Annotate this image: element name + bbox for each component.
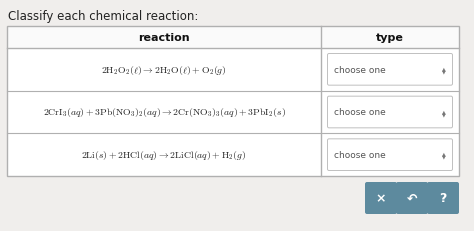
Text: ▲: ▲	[442, 66, 446, 71]
FancyBboxPatch shape	[328, 97, 453, 128]
Text: ▼: ▼	[442, 112, 446, 116]
Text: ×: ×	[376, 192, 386, 205]
FancyBboxPatch shape	[328, 139, 453, 171]
Text: ▲: ▲	[442, 151, 446, 156]
FancyBboxPatch shape	[365, 182, 397, 214]
Text: ▼: ▼	[442, 69, 446, 74]
Text: ▲: ▲	[442, 109, 446, 113]
FancyBboxPatch shape	[427, 182, 459, 214]
Text: $2\mathrm{H}_2\mathrm{O}_2(\ell) \rightarrow 2\mathrm{H}_2\mathrm{O}(\ell) + \ma: $2\mathrm{H}_2\mathrm{O}_2(\ell) \righta…	[101, 64, 227, 76]
FancyBboxPatch shape	[396, 182, 428, 214]
Bar	[7, 27, 459, 49]
Text: $2\mathrm{CrI}_3(aq) + 3\mathrm{Pb}(\mathrm{NO}_3)_2(aq) \rightarrow 2\mathrm{Cr: $2\mathrm{CrI}_3(aq) + 3\mathrm{Pb}(\mat…	[43, 106, 285, 119]
Text: choose one: choose one	[334, 108, 386, 117]
Text: type: type	[376, 33, 404, 43]
FancyBboxPatch shape	[328, 54, 453, 86]
Text: reaction: reaction	[138, 33, 190, 43]
Text: choose one: choose one	[334, 66, 386, 75]
Bar	[7, 27, 459, 176]
Text: ?: ?	[439, 192, 447, 205]
Text: ▼: ▼	[442, 154, 446, 159]
Text: Classify each chemical reaction:: Classify each chemical reaction:	[8, 10, 199, 23]
Text: $2\mathrm{Li}(s) + 2\mathrm{HCl}(aq) \rightarrow 2\mathrm{LiCl}(aq) + \mathrm{H}: $2\mathrm{Li}(s) + 2\mathrm{HCl}(aq) \ri…	[82, 149, 246, 161]
Bar	[7, 27, 459, 176]
Text: ↶: ↶	[407, 192, 417, 205]
Text: choose one: choose one	[334, 151, 386, 159]
